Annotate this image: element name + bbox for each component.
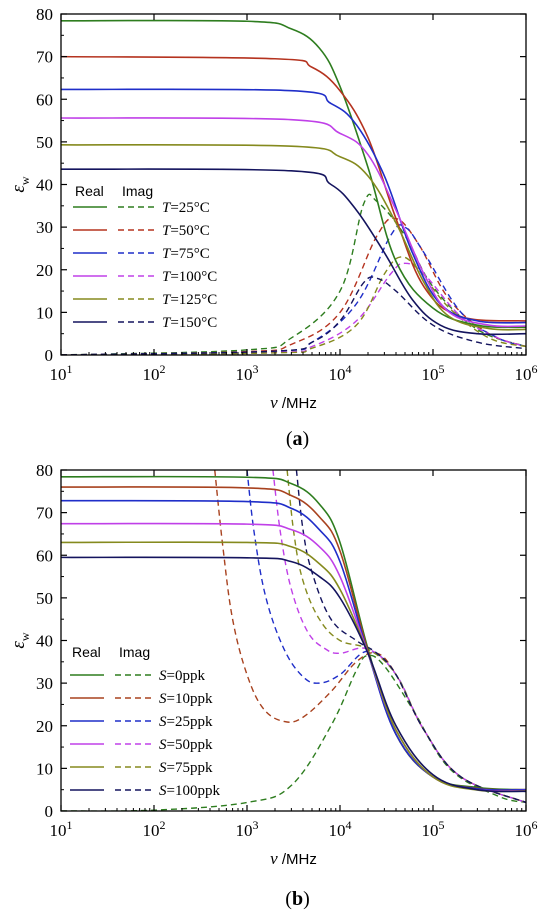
series-group (61, 470, 526, 811)
y-tick-label: 30 (36, 674, 53, 693)
y-tick-label: 80 (36, 5, 53, 24)
y-tick-label: 0 (45, 346, 54, 365)
y-tick-label: 70 (36, 48, 53, 67)
y-tick-label: 20 (36, 261, 53, 280)
series-imag-line-3 (246, 470, 526, 804)
legend-entry-label: T=150°C (162, 315, 217, 331)
legend-entry-label: S=75ppk (159, 760, 213, 776)
legend-header-real: Real (72, 644, 101, 660)
y-tick-label: 50 (36, 589, 53, 608)
y-tick-label: 10 (36, 759, 53, 778)
series-imag-line-2 (61, 217, 526, 355)
legend-header-imag: Imag (122, 183, 153, 199)
x-tick-label: 106 (515, 362, 538, 384)
chart-panel-a: 0 10 20 30 40 50 60 70 80 101 102 103 104 105 106 v /MH… (8, 5, 538, 450)
y-tick-label: 20 (36, 717, 53, 736)
x-tick-label: 105 (422, 362, 445, 384)
x-tick-label: 103 (236, 362, 259, 384)
series-real-line-6 (61, 168, 526, 336)
x-tick-label: 102 (143, 362, 166, 384)
y-tick-label: 70 (36, 504, 53, 523)
x-tick-label: 104 (329, 818, 352, 840)
y-tick-label: 10 (36, 303, 53, 322)
x-tick-label: 102 (143, 818, 166, 840)
series-imag-line-3 (61, 224, 526, 355)
legend-header-real: Real (75, 183, 104, 199)
chart-panel-b: 0 10 20 30 40 50 60 70 80 101 102 103 104 105 106 v /MH… (8, 461, 538, 910)
x-axis-label: v /MHz (270, 393, 317, 412)
y-tick-label: 40 (36, 176, 53, 195)
series-imag-line-4 (272, 470, 526, 804)
series-real-line-4 (61, 117, 526, 328)
legend-entry-label: T=125°C (162, 292, 217, 308)
series-imag-line-1 (61, 654, 526, 811)
y-axis-label: εw (8, 176, 32, 193)
panel-caption: (b) (285, 888, 309, 910)
series-real-line-1 (61, 19, 526, 329)
series-imag-line-4 (61, 262, 526, 355)
series-real-line-5 (61, 143, 526, 331)
y-tick-label: 80 (36, 461, 53, 480)
x-tick-label: 103 (236, 818, 259, 840)
y-tick-label: 60 (36, 546, 53, 565)
legend-entry-label: T=50°C (162, 223, 210, 239)
legend-entry-label: T=75°C (162, 246, 210, 262)
x-tick-label: 106 (515, 818, 538, 840)
series-imag-line-2 (214, 470, 526, 804)
x-tick-label: 105 (422, 818, 445, 840)
legend-entry-label: S=25ppk (159, 714, 213, 730)
legend-header-imag: Imag (119, 644, 150, 660)
series-real-line-2 (61, 55, 526, 322)
x-axis-label: v /MHz (270, 849, 317, 868)
series-real-line-6 (61, 556, 526, 793)
series-imag-line-5 (286, 470, 526, 804)
y-tick-label: 0 (45, 802, 54, 821)
y-tick-label: 50 (36, 133, 53, 152)
legend-entry-label: S=0ppk (159, 668, 205, 684)
x-tick-label: 101 (50, 818, 73, 840)
series-imag-line-1 (61, 193, 526, 355)
legend-entry-label: S=10ppk (159, 691, 213, 707)
legend-entry-label: T=100°C (162, 269, 217, 285)
series-real-line-3 (61, 88, 526, 324)
x-tick-label: 101 (50, 362, 73, 384)
legend-entry-label: S=100ppk (159, 783, 220, 799)
y-tick-label: 60 (36, 90, 53, 109)
series-real-line-5 (61, 541, 526, 793)
plot-frame (60, 469, 527, 812)
y-tick-label: 40 (36, 632, 53, 651)
x-tick-label: 104 (329, 362, 352, 384)
y-axis-label: εw (8, 632, 32, 649)
legend-entry-label: T=25°C (162, 200, 210, 216)
panel-caption: (a) (286, 428, 309, 450)
legend-entry-label: S=50ppk (159, 737, 213, 753)
y-tick-label: 30 (36, 218, 53, 237)
series-imag-line-6 (61, 276, 526, 355)
